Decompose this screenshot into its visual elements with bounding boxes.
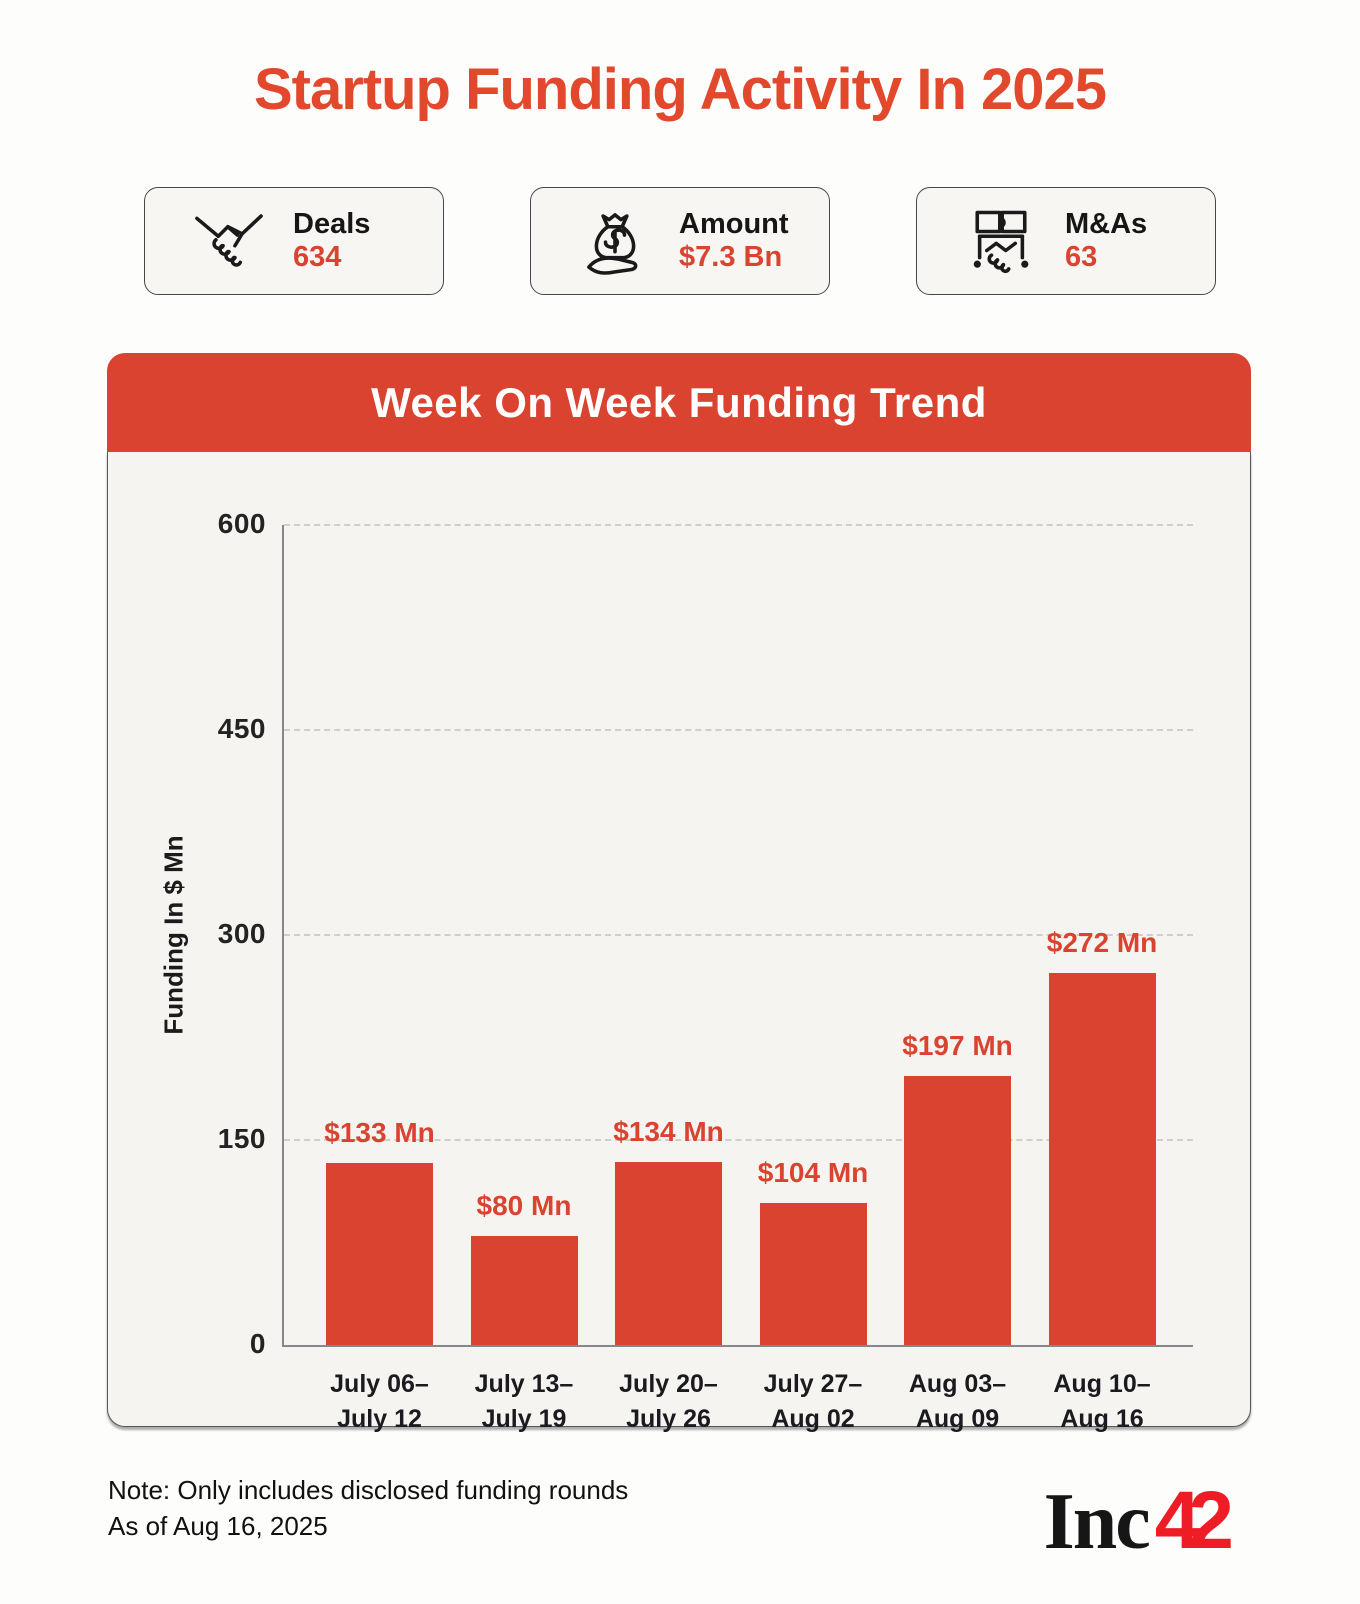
stat-label-mas: M&As xyxy=(1065,207,1148,240)
chart-title: Week On Week Funding Trend xyxy=(371,378,987,426)
y-axis-label: Funding In $ Mn xyxy=(158,835,189,1035)
money-bag-hand-icon xyxy=(587,213,638,275)
footnote-line-2: As of Aug 16, 2025 xyxy=(108,1511,328,1542)
y-tick-300: 300 xyxy=(217,918,266,949)
bar-value-label: $80 Mn xyxy=(476,1189,572,1221)
x-axis-category: Aug 10– Aug 16 xyxy=(1053,1370,1151,1433)
handshake-icon xyxy=(195,214,263,267)
x-axis-category: July 13– July 19 xyxy=(474,1370,574,1433)
y-tick-450: 450 xyxy=(217,713,266,744)
y-axis-line xyxy=(282,525,284,1345)
stat-card-deals: Deals 634 xyxy=(144,187,444,295)
stat-label-deals: Deals xyxy=(293,207,371,240)
x-axis-line xyxy=(282,1345,1193,1347)
page-title: Startup Funding Activity In 2025 xyxy=(253,57,1107,122)
inc42-logo-accent: 42 xyxy=(1154,1475,1234,1566)
bar xyxy=(326,1163,433,1345)
bar xyxy=(615,1161,722,1345)
inc42-logo-text: Inc xyxy=(1043,1478,1151,1566)
stat-card-mas: M&As 63 xyxy=(916,187,1216,295)
stats-row: Deals 634 Amount $7.3 Bn xyxy=(0,187,1360,295)
stat-value-mas: 63 xyxy=(1065,241,1098,273)
x-axis-category: July 27– Aug 02 xyxy=(763,1370,863,1433)
footnote-line-1: Note: Only includes disclosed funding ro… xyxy=(108,1475,629,1505)
bar xyxy=(470,1235,578,1345)
gridline-150 xyxy=(284,1139,1193,1141)
bar-value-label: $134 Mn xyxy=(613,1115,724,1147)
y-tick-600: 600 xyxy=(217,508,266,539)
bar-value-label: $104 Mn xyxy=(757,1156,869,1188)
bar-value-label: $197 Mn xyxy=(902,1029,1013,1061)
bar xyxy=(1048,973,1156,1345)
stat-card-amount: Amount $7.3 Bn xyxy=(530,187,830,295)
gridline-450 xyxy=(284,729,1193,731)
x-axis-category: July 06– July 12 xyxy=(330,1370,429,1433)
gridline-600 xyxy=(284,524,1193,526)
chart-panel: Week On Week Funding Trend Funding In $ … xyxy=(107,353,1251,1433)
inc42-logo: Inc 42 xyxy=(1043,1474,1234,1568)
x-axis-category: July 20– July 26 xyxy=(619,1370,718,1433)
stat-value-deals: 634 xyxy=(293,241,342,273)
puzzle-handshake-icon xyxy=(973,210,1029,274)
bar xyxy=(904,1075,1011,1345)
chart-plot-panel: Funding In $ Mn 0 150 300 450 600 $133 Mn July… xyxy=(107,452,1251,1433)
bar xyxy=(759,1202,867,1345)
gridline-300 xyxy=(284,934,1193,936)
bar-value-label: $133 Mn xyxy=(324,1117,435,1149)
footnote: Note: Only includes disclosed funding ro… xyxy=(108,1472,628,1545)
x-axis-category: Aug 03– Aug 09 xyxy=(908,1370,1007,1433)
chart-header-band: Week On Week Funding Trend xyxy=(107,353,1251,452)
stat-label-amount: Amount xyxy=(679,207,789,240)
y-tick-0: 0 xyxy=(249,1328,266,1359)
y-tick-150: 150 xyxy=(217,1123,266,1154)
stat-value-amount: $7.3 Bn xyxy=(679,241,783,273)
bar-value-label: $272 Mn xyxy=(1046,927,1158,959)
